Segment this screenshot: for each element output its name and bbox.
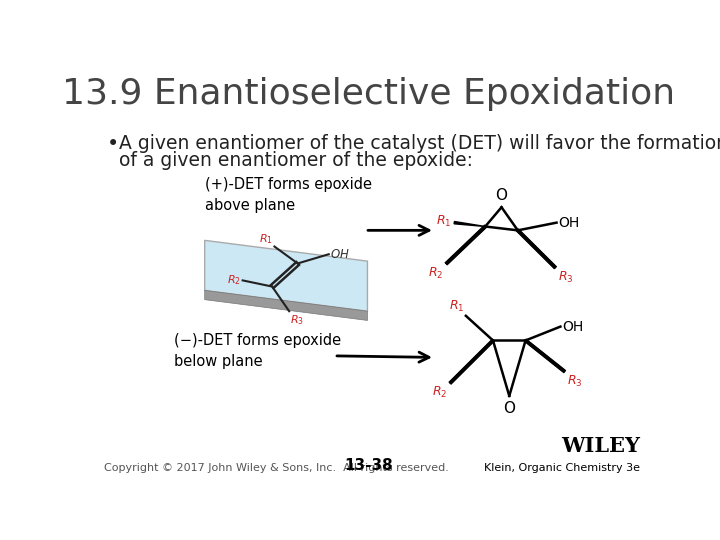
- Text: $R_2$: $R_2$: [228, 273, 241, 287]
- Text: (+)-DET forms epoxide
above plane: (+)-DET forms epoxide above plane: [204, 177, 372, 213]
- Text: •: •: [107, 134, 120, 154]
- Text: $R_1$: $R_1$: [259, 232, 273, 246]
- Text: (−)-DET forms epoxide
below plane: (−)-DET forms epoxide below plane: [174, 333, 341, 369]
- Text: $R_3$: $R_3$: [558, 269, 574, 285]
- Text: of a given enantiomer of the epoxide:: of a given enantiomer of the epoxide:: [120, 151, 474, 170]
- Text: OH: OH: [558, 215, 580, 230]
- Text: O: O: [503, 401, 516, 415]
- Text: A given enantiomer of the catalyst (DET) will favor the formation: A given enantiomer of the catalyst (DET)…: [120, 134, 720, 153]
- Text: Klein, Organic Chemistry 3e: Klein, Organic Chemistry 3e: [485, 463, 640, 473]
- Text: O: O: [495, 187, 508, 202]
- Text: 13-38: 13-38: [345, 458, 393, 473]
- Polygon shape: [204, 240, 367, 311]
- Text: $R_2$: $R_2$: [428, 266, 444, 281]
- Text: $R_3$: $R_3$: [290, 314, 304, 327]
- Text: $OH$: $OH$: [330, 248, 350, 261]
- Text: $R_1$: $R_1$: [449, 299, 464, 314]
- Text: $R_1$: $R_1$: [436, 214, 451, 230]
- Text: 13.9 Enantioselective Epoxidation: 13.9 Enantioselective Epoxidation: [63, 77, 675, 111]
- Text: OH: OH: [562, 320, 583, 334]
- Text: $R_2$: $R_2$: [432, 385, 447, 400]
- Text: $R_3$: $R_3$: [567, 374, 583, 389]
- Text: Copyright © 2017 John Wiley & Sons, Inc.  All rights reserved.: Copyright © 2017 John Wiley & Sons, Inc.…: [104, 463, 449, 473]
- Polygon shape: [204, 291, 367, 320]
- Polygon shape: [454, 221, 485, 226]
- Text: WILEY: WILEY: [562, 436, 640, 456]
